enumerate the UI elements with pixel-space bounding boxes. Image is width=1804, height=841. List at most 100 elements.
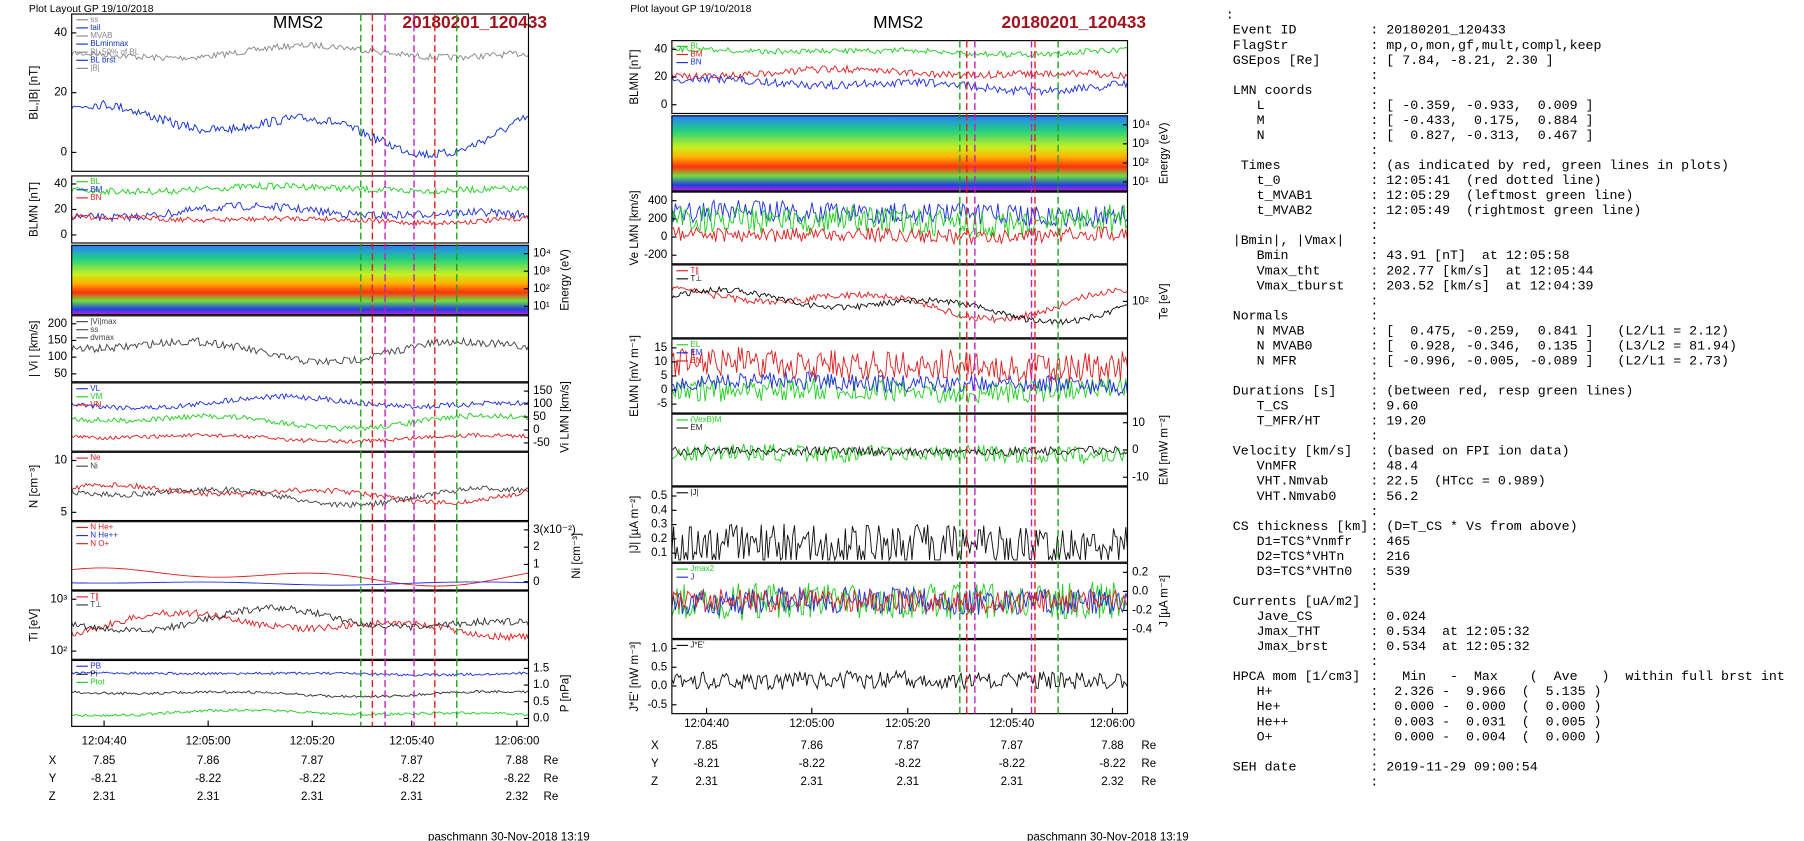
y-tick-label: 15 (654, 342, 667, 354)
y-tick-label: 5 (661, 370, 667, 382)
summary-value: : 216 (1370, 549, 1410, 564)
legend-label: |J| (690, 488, 698, 497)
coord-value: -8.22 (999, 758, 1025, 770)
summary-value: : 0.003 - 0.031 ( 0.005 ) (1370, 714, 1601, 729)
trace (71, 213, 529, 227)
coord-value: 7.88 (1101, 740, 1123, 752)
summary-value: : [ -0.996, -0.005, -0.089 ] (L2/L1 = 2.… (1370, 353, 1729, 368)
trace (71, 432, 529, 445)
summary-value: : [ 0.928, -0.346, 0.135 ] (L3/L2 = 81.9… (1370, 338, 1737, 353)
trace (71, 201, 529, 223)
trace (71, 485, 529, 509)
coord-unit: Re (1141, 776, 1156, 788)
coord-value: 7.87 (301, 755, 323, 767)
y-axis-label: N [cm⁻³] (29, 465, 41, 508)
y-tick-label: 0 (661, 231, 667, 243)
x-tick-label: 12:05:40 (389, 735, 434, 747)
x-tick-label: 12:04:40 (684, 718, 729, 730)
coord-value: -8.22 (195, 773, 221, 785)
summary-key: N (1233, 128, 1265, 143)
y-axis-label: |J| [µA m⁻²] (629, 496, 641, 554)
legend-label: |B| (90, 64, 100, 73)
y-axis-label: J*E' [nW m⁻³] (629, 642, 641, 712)
coord-label: X (651, 740, 659, 752)
y2-axis-label: Te [eV] (1159, 283, 1171, 319)
x-tick-label: 12:05:20 (885, 718, 930, 730)
summary-key: Velocity [km/s] (1233, 444, 1353, 459)
summary-key: HPCA mom [1/cm3] (1233, 669, 1361, 684)
y-tick-label: 10³ (1132, 138, 1149, 150)
trace (71, 708, 529, 718)
legend-label: T∥ (90, 592, 99, 601)
y-tick-label: 200 (48, 318, 67, 330)
legend-label: ss (90, 15, 98, 24)
coord-value: -8.21 (693, 758, 719, 770)
event-id: 20180201_120433 (1001, 12, 1146, 32)
summary-key: Times (1233, 158, 1281, 173)
coord-value: 7.87 (897, 740, 919, 752)
coord-unit: Re (544, 755, 559, 767)
summary-value: : (between red, resp green lines) (1370, 384, 1633, 399)
y2-axis-label: Energy (eV) (1159, 122, 1171, 184)
coord-value: -8.22 (895, 758, 921, 770)
y-tick-label: 150 (533, 385, 552, 397)
y2-axis-label: J [µA m⁻²] (1159, 575, 1171, 627)
legend-label: T⊥ (90, 600, 102, 609)
legend-label: dvmax (90, 333, 114, 342)
y-tick-label: 40 (54, 27, 67, 39)
y-axis-label: ELMN [mV m⁻¹] (629, 335, 641, 417)
trace (671, 204, 1128, 239)
trace (71, 609, 529, 642)
y-tick-label: 1.0 (533, 679, 549, 691)
summary-value: : (1370, 504, 1378, 519)
coord-label: Y (651, 758, 659, 770)
summary-value: : 0.534 at 12:05:32 (1370, 624, 1529, 639)
y-tick-label: 10² (1132, 157, 1149, 169)
summary-value: : (as indicated by red, green lines in p… (1370, 158, 1729, 173)
panel-frame (671, 264, 1129, 339)
summary-value: : (D=T_CS * Vs from above) (1370, 519, 1577, 534)
summary-key: D3=TCS*VHTn0 (1233, 564, 1353, 579)
summary-value: : 2019-11-29 09:00:54 (1370, 759, 1537, 774)
summary-value: : 43.91 [nT] at 12:05:58 (1370, 248, 1569, 263)
legend-label: EN (690, 356, 701, 365)
y-tick-label: 0 (1132, 444, 1138, 456)
coord-value: 2.31 (897, 776, 919, 788)
coord-label: Z (651, 776, 658, 788)
y-tick-label: 200 (648, 213, 667, 225)
summary-value: : [ -0.433, 0.175, 0.884 ] (1370, 113, 1593, 128)
legend-label: BL (690, 42, 700, 51)
summary-value: : 9.60 (1370, 399, 1418, 414)
summary-key: Bmin (1233, 248, 1289, 263)
y-tick-label: 10⁴ (533, 248, 551, 260)
plot-header: Plot layout GP 19/10/2018 (630, 4, 751, 15)
coord-value: -8.22 (1099, 758, 1125, 770)
y-axis-label: Ve LMN [km/s] (629, 190, 641, 265)
coord-value: 2.31 (695, 776, 717, 788)
summary-key: : (1226, 8, 1234, 23)
summary-key: M (1233, 113, 1265, 128)
summary-key: Normals (1233, 308, 1289, 323)
summary-value: : (1370, 308, 1378, 323)
coord-label: Y (49, 773, 57, 785)
legend-label: BM (90, 185, 102, 194)
summary-value: : [ -0.359, -0.933, 0.009 ] (1370, 98, 1593, 113)
y-tick-label: 0 (533, 424, 539, 436)
summary-key: Jave_CS (1233, 609, 1313, 624)
trace (671, 370, 1128, 397)
coord-unit: Re (1141, 740, 1156, 752)
y-tick-label: 0.0 (1132, 585, 1148, 597)
trace (671, 74, 1128, 97)
summary-value: : 22.5 (HTcc = 0.989) (1370, 474, 1545, 489)
y-axis-label: BL,|B| [nT] (29, 66, 41, 120)
coord-value: 7.85 (695, 740, 717, 752)
legend-label: VN (90, 400, 101, 409)
trace (71, 689, 529, 699)
summary-value: : 48.4 (1370, 459, 1418, 474)
summary-value: : (1370, 368, 1378, 383)
x-tick-label: 12:05:00 (789, 718, 834, 730)
panel-frame (71, 590, 530, 660)
summary-value: : 56.2 (1370, 489, 1418, 504)
coord-value: 2.32 (1101, 776, 1123, 788)
y-tick-label: -5 (657, 398, 667, 410)
